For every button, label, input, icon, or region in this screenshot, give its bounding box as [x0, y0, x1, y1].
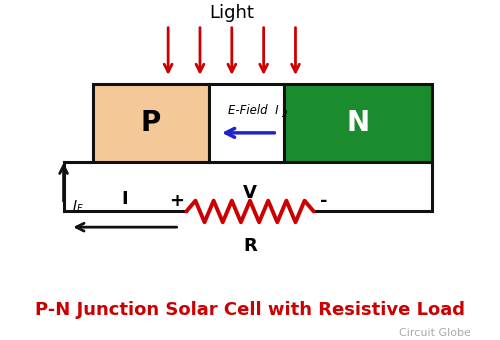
Bar: [284, 84, 432, 162]
Bar: [209, 84, 284, 162]
Text: E-Field  I: E-Field I: [228, 104, 278, 117]
Text: R: R: [243, 237, 257, 255]
Text: 2: 2: [282, 110, 288, 119]
Bar: [93, 84, 209, 162]
Text: $I_F$: $I_F$: [72, 198, 84, 215]
Text: P: P: [141, 109, 161, 137]
Text: Light: Light: [210, 3, 254, 21]
Text: N: N: [346, 109, 370, 137]
Text: I: I: [122, 189, 128, 207]
Text: V: V: [243, 184, 257, 202]
Text: P-N Junction Solar Cell with Resistive Load: P-N Junction Solar Cell with Resistive L…: [35, 301, 465, 319]
Text: +: +: [169, 192, 184, 210]
Text: -: -: [320, 192, 328, 210]
Text: Circuit Globe: Circuit Globe: [398, 328, 470, 338]
